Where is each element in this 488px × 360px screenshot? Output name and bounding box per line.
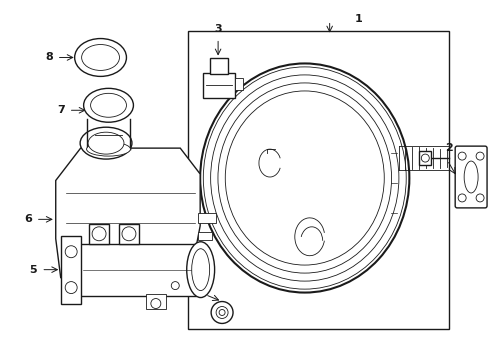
FancyBboxPatch shape [454, 146, 486, 208]
Text: 6: 6 [24, 214, 32, 224]
Circle shape [211, 302, 233, 323]
Text: 7: 7 [57, 105, 64, 115]
Circle shape [457, 152, 465, 160]
Ellipse shape [83, 88, 133, 122]
Circle shape [457, 194, 465, 202]
Text: 8: 8 [45, 53, 53, 63]
Bar [119, 224, 139, 244]
Ellipse shape [88, 132, 124, 154]
Ellipse shape [463, 161, 477, 193]
Ellipse shape [200, 63, 408, 293]
Circle shape [171, 282, 179, 289]
Bar [419, 151, 430, 165]
Circle shape [92, 227, 106, 241]
Text: 3: 3 [214, 24, 222, 33]
Circle shape [151, 298, 161, 309]
Text: 5: 5 [29, 265, 37, 275]
Ellipse shape [186, 242, 214, 298]
Ellipse shape [90, 93, 126, 117]
Bar [198, 232, 212, 240]
Bar [198, 213, 216, 223]
Ellipse shape [81, 45, 119, 71]
Circle shape [421, 154, 428, 162]
Circle shape [475, 152, 483, 160]
Polygon shape [56, 148, 200, 278]
Text: 1: 1 [354, 14, 362, 24]
Bar [61, 236, 81, 303]
Bar [188, 31, 448, 329]
Ellipse shape [86, 142, 130, 156]
Bar [145, 293, 165, 310]
Circle shape [475, 194, 483, 202]
Bar [235, 78, 243, 90]
Text: 2: 2 [445, 143, 452, 153]
Ellipse shape [191, 249, 209, 291]
Bar [89, 224, 109, 244]
Circle shape [122, 227, 136, 241]
Ellipse shape [80, 127, 132, 159]
Bar [210, 58, 227, 75]
Bar [79, 244, 195, 296]
Bar [203, 73, 235, 98]
Circle shape [216, 306, 227, 319]
Circle shape [219, 310, 224, 315]
Circle shape [65, 246, 77, 258]
Text: 4: 4 [192, 283, 200, 293]
Ellipse shape [75, 39, 126, 76]
Circle shape [65, 282, 77, 293]
